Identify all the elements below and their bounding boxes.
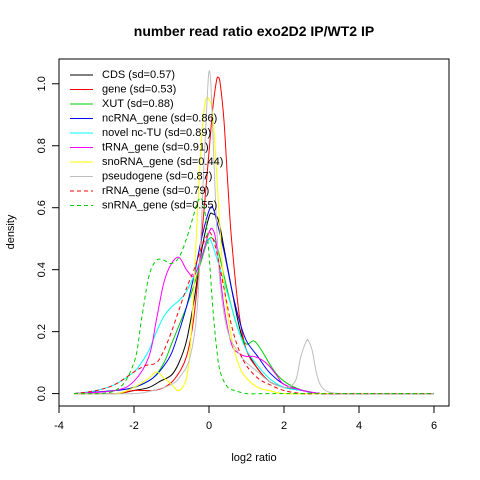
x-tick-label: -4: [54, 420, 64, 432]
y-axis-label: density: [5, 214, 17, 249]
series-line-0: [73, 212, 434, 395]
series-layer: [73, 70, 434, 395]
series-line-4: [73, 238, 434, 395]
legend-label-4: novel nc-TU (sd=0.89): [102, 127, 211, 139]
legend-label-2: XUT (sd=0.88): [102, 98, 174, 110]
legend: CDS (sd=0.57) gene (sd=0.53) XUT (sd=0.88)…: [70, 69, 223, 212]
series-line-2: [73, 237, 434, 395]
legend-label-8: rRNA_gene (sd=0.79): [102, 185, 209, 197]
series-line-7: [73, 70, 434, 395]
x-axis-label: log2 ratio: [231, 452, 276, 464]
y-axis: 0.0 0.2 0.4 0.6 0.8 1.0: [36, 76, 60, 401]
x-tick-label: 0: [206, 420, 212, 432]
legend-label-1: gene (sd=0.53): [102, 84, 176, 96]
legend-label-6: snoRNA_gene (sd=0.44): [102, 156, 223, 168]
x-tick-label: 4: [356, 420, 362, 432]
legend-label-0: CDS (sd=0.57): [102, 69, 175, 81]
y-tick-label: 0.0: [36, 386, 48, 401]
y-tick-label: 0.8: [36, 138, 48, 153]
series-line-5: [73, 227, 434, 395]
y-tick-label: 1.0: [36, 76, 48, 91]
x-tick-label: 2: [281, 420, 287, 432]
chart-title: number read ratio exo2D2 IP/WT2 IP: [134, 23, 374, 39]
x-tick-label: 6: [431, 420, 437, 432]
legend-label-3: ncRNA_gene (sd=0.86): [102, 113, 217, 125]
y-tick-label: 0.6: [36, 200, 48, 215]
legend-label-9: snRNA_gene (sd=0.55): [102, 200, 217, 212]
y-tick-label: 0.2: [36, 324, 48, 339]
series-line-3: [73, 206, 434, 395]
legend-label-7: pseudogene (sd=0.87): [102, 171, 212, 183]
x-axis: -4 -2 0 2 4 6: [54, 405, 437, 432]
y-tick-label: 0.4: [36, 262, 48, 277]
legend-label-5: tRNA_gene (sd=0.91): [102, 142, 209, 154]
x-tick-label: -2: [129, 420, 139, 432]
series-line-8: [73, 231, 434, 395]
plot-frame: [58, 58, 450, 407]
